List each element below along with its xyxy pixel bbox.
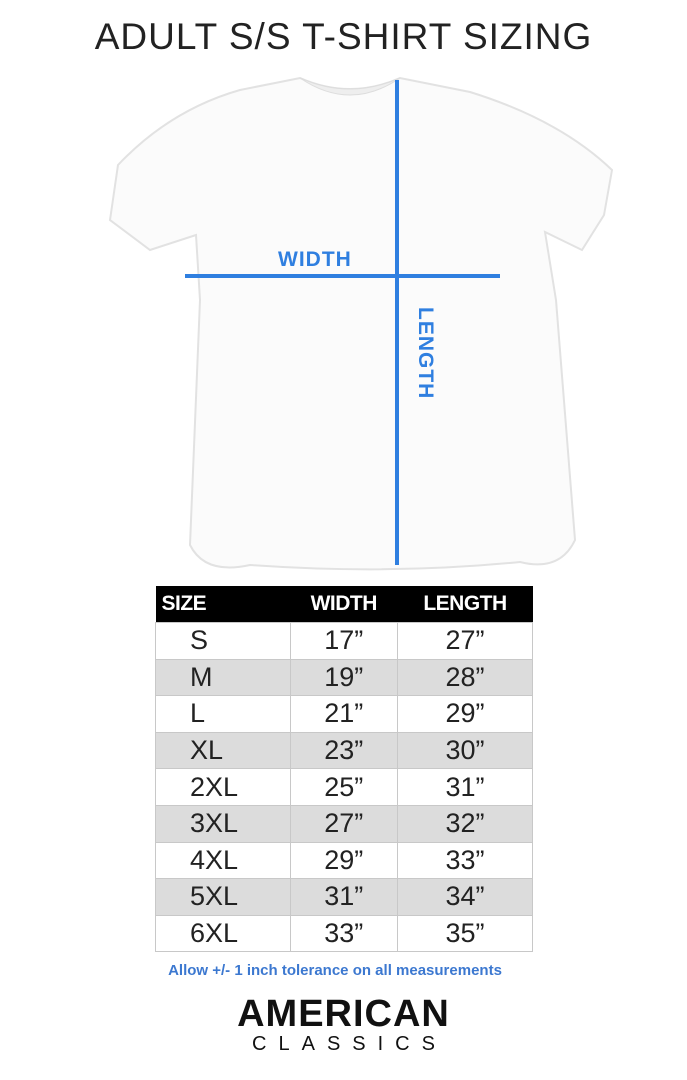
american-classics-logo: AMERICAN CLASSICS: [0, 994, 687, 1054]
table-header: SIZE WIDTH LENGTH: [155, 586, 533, 623]
width-cell: 17”: [289, 622, 398, 660]
tshirt-collar: [299, 77, 401, 96]
width-cell: 25”: [289, 768, 398, 806]
page-title: ADULT S/S T-SHIRT SIZING: [94, 16, 593, 57]
header-length: LENGTH: [397, 586, 533, 623]
table-row: M 19” 28”: [155, 658, 534, 697]
header-width: WIDTH: [290, 586, 398, 623]
size-cell: 3XL: [155, 804, 291, 843]
size-cell: XL: [155, 731, 291, 770]
table-row: 4XL 29” 33”: [155, 841, 534, 880]
size-cell: 6XL: [155, 914, 291, 953]
table-row: L 21” 29”: [155, 695, 534, 733]
length-cell: 35”: [396, 914, 534, 953]
width-cell: 29”: [289, 841, 398, 880]
logo-line1: AMERICAN: [237, 993, 450, 1035]
header-size: SIZE: [155, 586, 291, 623]
tshirt-shape: [108, 76, 614, 571]
width-cell: 27”: [289, 804, 398, 843]
length-cell: 33”: [396, 841, 534, 880]
width-cell: 31”: [289, 878, 398, 916]
table-row: S 17” 27”: [155, 622, 534, 660]
size-cell: S: [155, 622, 291, 660]
width-cell: 21”: [289, 695, 398, 733]
width-label: WIDTH: [278, 248, 352, 271]
size-table: SIZE WIDTH LENGTH S 17” 27” M 19” 28” L 21” 29” X…: [155, 586, 534, 953]
length-label: LENGTH: [414, 307, 437, 400]
width-cell: 33”: [289, 914, 398, 953]
length-cell: 30”: [396, 731, 534, 770]
length-cell: 28”: [396, 658, 534, 697]
length-cell: 29”: [396, 695, 534, 733]
length-cell: 34”: [396, 878, 534, 916]
length-cell: 32”: [396, 804, 534, 843]
table-row: 5XL 31” 34”: [155, 878, 534, 916]
width-cell: 23”: [289, 731, 398, 770]
table-row: 2XL 25” 31”: [155, 768, 534, 806]
tolerance-note: Allow +/- 1 inch tolerance on all measur…: [168, 962, 502, 979]
table-row: XL 23” 30”: [155, 731, 534, 770]
size-cell: M: [155, 658, 291, 697]
size-cell: 4XL: [155, 841, 291, 880]
table-row: 3XL 27” 32”: [155, 804, 534, 843]
tshirt-illustration: [108, 76, 614, 571]
length-cell: 31”: [396, 768, 534, 806]
size-cell: 2XL: [155, 768, 291, 806]
width-cell: 19”: [289, 658, 398, 697]
table-row: 6XL 33” 35”: [155, 914, 534, 953]
size-cell: 5XL: [155, 878, 291, 916]
logo-line2: CLASSICS: [252, 1033, 447, 1055]
size-cell: L: [155, 695, 291, 733]
length-cell: 27”: [396, 622, 534, 660]
